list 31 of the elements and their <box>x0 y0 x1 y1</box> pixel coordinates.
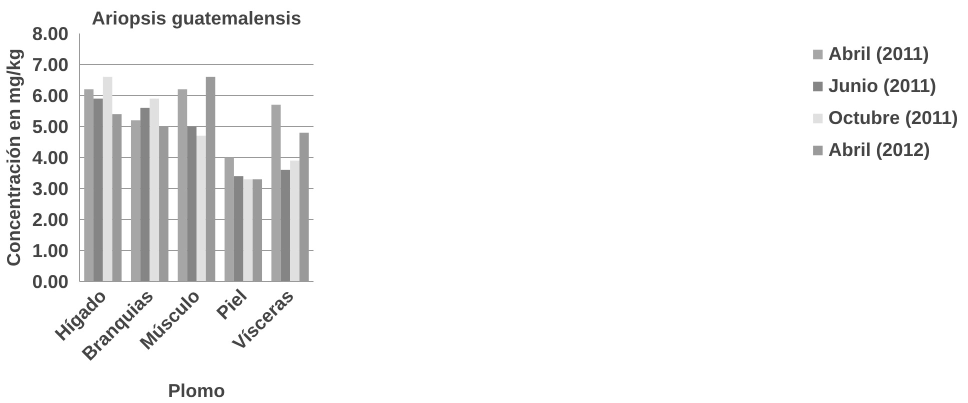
legend-label: Junio (2011) <box>828 75 936 97</box>
bar <box>243 179 253 282</box>
y-tick-label: 4.00 <box>32 147 68 168</box>
y-tick-label: 1.00 <box>32 240 68 261</box>
bar <box>224 158 234 282</box>
y-tick-label: 0.00 <box>32 271 68 292</box>
y-tick-label: 8.00 <box>32 23 68 44</box>
y-tick-label: 2.00 <box>32 209 68 230</box>
bar <box>130 120 140 282</box>
bar <box>94 98 103 282</box>
y-axis-title: Concentración en mg/kg <box>3 48 24 266</box>
y-tick-label: 5.00 <box>32 116 68 137</box>
bar <box>290 160 300 282</box>
legend-label: Abril (2011) <box>828 43 929 65</box>
bar <box>102 76 112 282</box>
x-axis-title: Plomo <box>168 380 226 401</box>
legend-label: Abril (2012) <box>828 139 930 161</box>
bar <box>84 89 94 282</box>
y-tick-label: 6.00 <box>32 85 68 106</box>
y-tick-label: 3.00 <box>32 178 68 199</box>
bar <box>187 126 196 282</box>
bar <box>150 98 160 282</box>
bar <box>280 170 290 282</box>
bar <box>140 108 150 282</box>
bar <box>178 89 188 282</box>
bar <box>271 104 281 282</box>
bar <box>234 176 244 282</box>
bar <box>196 136 206 282</box>
y-tick-label: 7.00 <box>32 54 68 75</box>
chart-title: Ariopsis guatemalensis <box>92 8 302 28</box>
legend-label: Octubre (2011) <box>828 107 958 129</box>
